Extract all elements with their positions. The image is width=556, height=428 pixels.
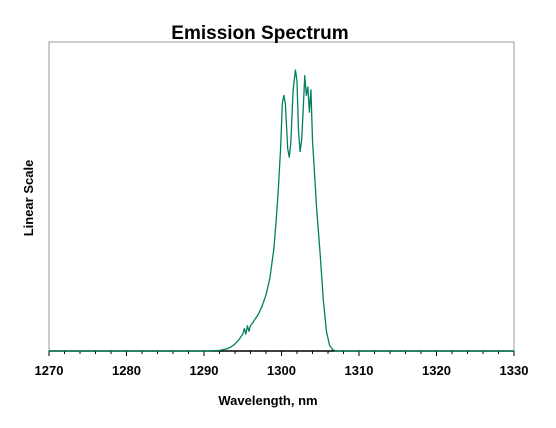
x-tick-label: 1320: [422, 363, 451, 378]
x-tick-label: 1270: [35, 363, 64, 378]
emission-spectrum-line: [49, 69, 514, 352]
x-axis-tick-labels: 1270 1280 1290 1300 1310 1320 1330: [35, 363, 529, 378]
y-axis-label: Linear Scale: [21, 160, 36, 237]
chart-title: Emission Spectrum: [171, 23, 348, 44]
x-axis-label: Wavelength, nm: [218, 393, 317, 408]
plot-frame: [48, 41, 515, 352]
x-tick-label: 1300: [267, 363, 296, 378]
x-tick-label: 1310: [345, 363, 374, 378]
x-tick-label: 1290: [190, 363, 219, 378]
x-tick-label: 1330: [500, 363, 529, 378]
x-tick-label: 1280: [112, 363, 141, 378]
